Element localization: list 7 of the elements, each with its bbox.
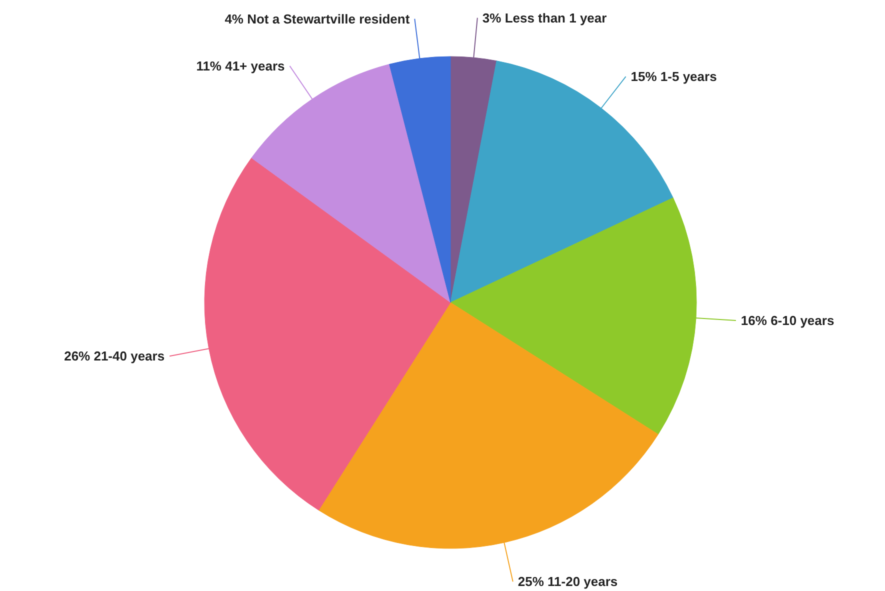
- slice-label: 26% 21-40 years: [64, 348, 165, 364]
- slice-label: 3% Less than 1 year: [482, 10, 607, 26]
- slice-label: 15% 1-5 years: [630, 69, 717, 84]
- slice-label: 11% 41+ years: [196, 58, 285, 74]
- slice-label: 25% 11-20 years: [518, 574, 618, 590]
- slice-label: 16% 6-10 years: [740, 312, 834, 328]
- slice-label: 4% Not a Stewartville resident: [224, 11, 410, 26]
